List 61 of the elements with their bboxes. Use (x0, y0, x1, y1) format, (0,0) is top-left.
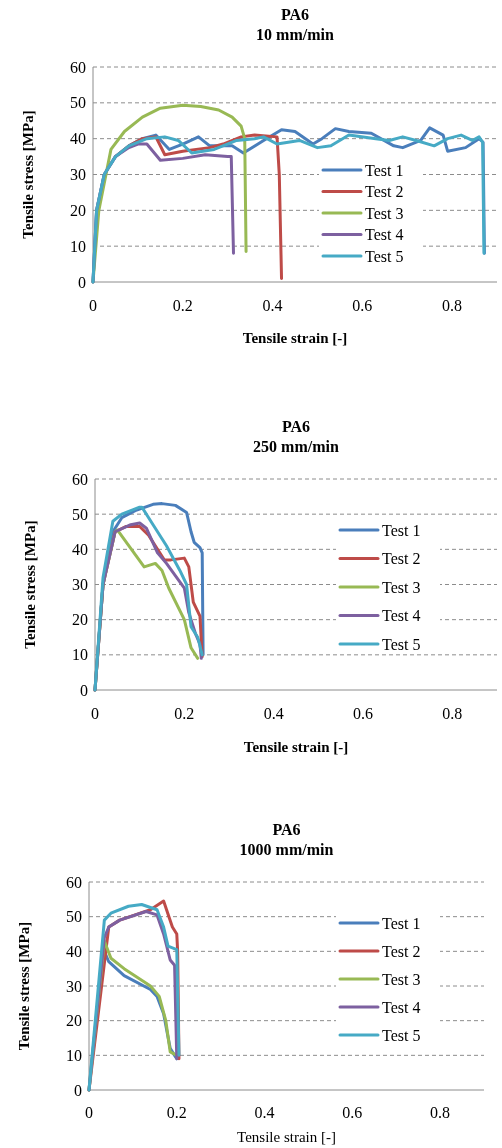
y-tick-label: 50 (72, 505, 88, 523)
legend-label: Test 3 (365, 204, 404, 222)
x-tick-label: 0.6 (342, 1103, 363, 1121)
legend-label: Test 3 (382, 970, 421, 988)
y-tick-label: 0 (74, 1081, 82, 1099)
chart-title: PA6 (272, 821, 301, 838)
chart-subtitle: 250 mm/min (253, 438, 339, 455)
x-axis-title: Tensile strain [-] (237, 1129, 336, 1145)
x-tick-label: 0.6 (352, 296, 373, 314)
x-tick-label: 0.8 (430, 1103, 451, 1121)
legend-label: Test 1 (365, 161, 404, 179)
y-tick-label: 20 (72, 611, 88, 629)
y-tick-label: 60 (70, 58, 86, 76)
y-tick-label: 20 (66, 1012, 82, 1030)
chart-subtitle: 10 mm/min (256, 26, 334, 43)
legend-label: Test 1 (382, 914, 421, 932)
y-tick-label: 10 (70, 237, 86, 255)
y-tick-label: 10 (72, 646, 88, 664)
x-tick-label: 0.8 (442, 704, 463, 722)
legend-label: Test 4 (382, 607, 421, 625)
y-tick-label: 10 (66, 1046, 82, 1064)
y-tick-label: 30 (72, 576, 88, 594)
x-tick-label: 0.6 (353, 704, 373, 722)
y-axis-title: Tensile stress [MPa] (20, 110, 36, 239)
y-tick-label: 60 (72, 470, 88, 488)
y-axis-title: Tensile stress [MPa] (22, 520, 38, 649)
y-tick-label: 40 (66, 942, 82, 960)
legend-label: Test 4 (382, 998, 421, 1016)
legend-label: Test 2 (382, 550, 421, 568)
y-tick-label: 0 (80, 681, 88, 699)
y-tick-label: 30 (66, 977, 82, 995)
y-tick-label: 30 (70, 166, 86, 184)
x-tick-label: 0.2 (172, 296, 193, 314)
legend-label: Test 4 (365, 226, 404, 244)
x-tick-label: 0.4 (263, 704, 284, 722)
x-axis-title: Tensile strain [-] (242, 330, 348, 346)
x-tick-label: 0.2 (174, 704, 195, 722)
legend-label: Test 3 (382, 578, 421, 596)
x-tick-label: 0 (91, 704, 99, 722)
legend-label: Test 5 (382, 635, 421, 653)
y-tick-label: 40 (70, 130, 86, 148)
x-tick-label: 0.2 (166, 1103, 187, 1121)
x-axis-title: Tensile strain [-] (243, 739, 349, 755)
legend-label: Test 1 (382, 521, 421, 539)
legend-label: Test 5 (382, 1026, 421, 1044)
chart-title: PA6 (280, 6, 310, 23)
y-tick-label: 50 (66, 908, 82, 926)
legend-label: Test 2 (382, 942, 421, 960)
y-tick-label: 0 (78, 273, 86, 291)
y-tick-label: 50 (70, 94, 86, 112)
legend-label: Test 5 (365, 247, 404, 265)
y-tick-label: 40 (72, 540, 88, 558)
y-tick-label: 20 (70, 201, 86, 219)
x-tick-label: 0.8 (442, 296, 463, 314)
x-tick-label: 0.4 (254, 1103, 275, 1121)
legend-label: Test 2 (365, 183, 404, 201)
y-axis-title: Tensile stress [MPa] (16, 921, 32, 1051)
x-tick-label: 0.4 (262, 296, 283, 314)
chart-subtitle: 1000 mm/min (239, 841, 334, 858)
y-tick-label: 60 (66, 873, 82, 891)
chart-title: PA6 (281, 418, 311, 435)
